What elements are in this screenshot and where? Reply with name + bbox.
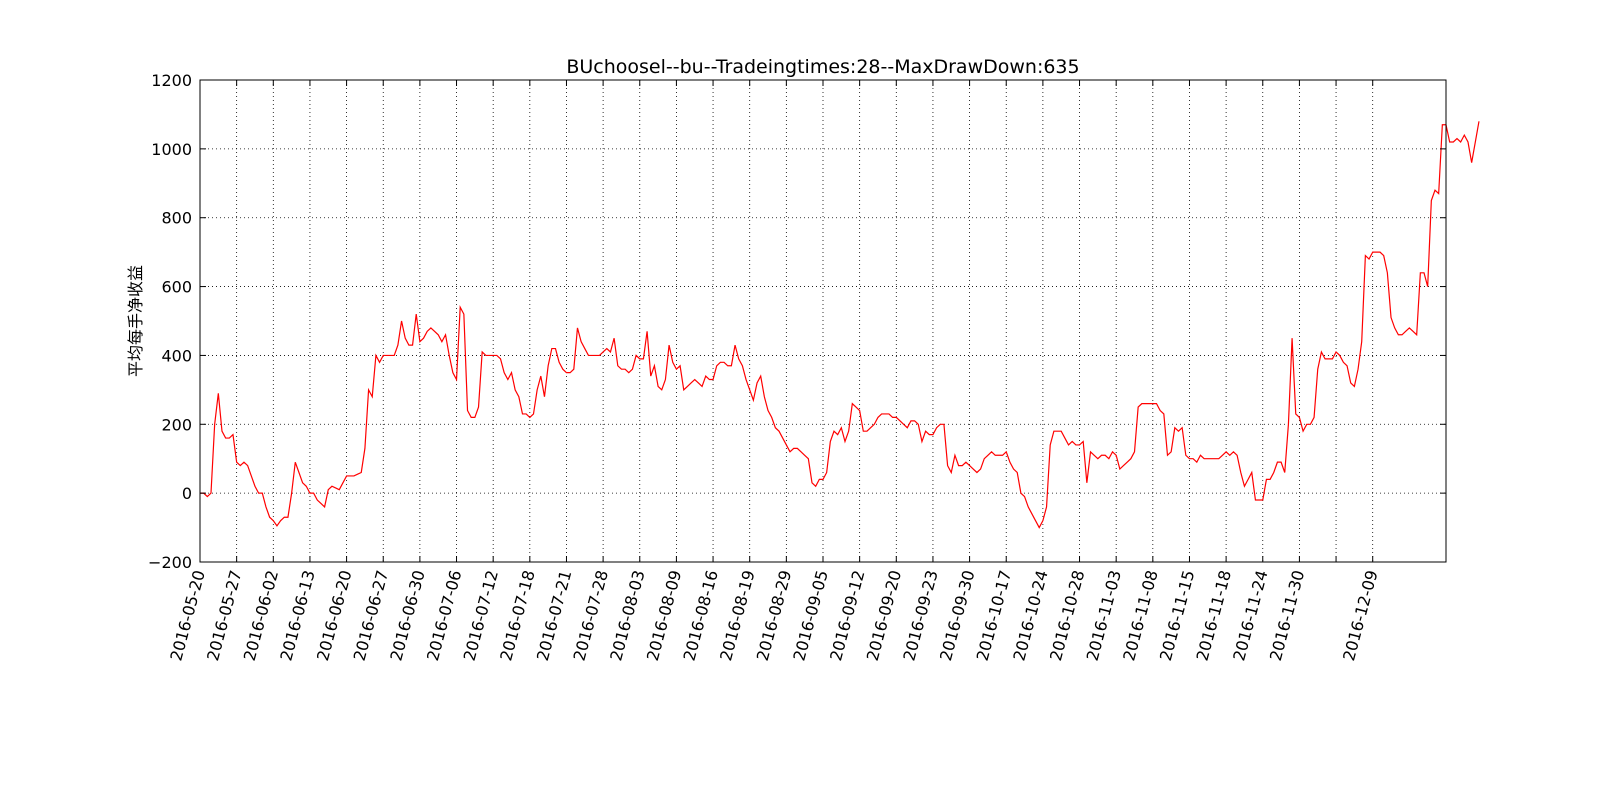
x-tick-label: 2016-06-27 <box>350 568 392 663</box>
x-tick-label: 2016-09-05 <box>789 568 831 663</box>
x-tick-label: 2016-05-20 <box>166 568 208 663</box>
chart-title: BUchoosel--bu--Tradeingtimes:28--MaxDraw… <box>566 56 1079 78</box>
x-tick-label: 2016-09-12 <box>826 568 868 663</box>
y-tick-label: 0 <box>182 484 192 503</box>
x-tick-label: 2016-06-30 <box>386 568 428 663</box>
x-tick-label: 2016-08-19 <box>716 568 758 663</box>
x-tick-label: 2016-09-23 <box>899 568 941 663</box>
y-tick-label: −200 <box>148 553 192 572</box>
x-tick-label: 2016-08-09 <box>643 568 685 663</box>
x-tick-label: 2016-10-17 <box>973 568 1015 663</box>
x-tick-label: 2016-09-20 <box>863 568 905 663</box>
axis-ticks: −2000200400600800100012002016-05-202016-… <box>148 71 1446 663</box>
x-tick-label: 2016-10-24 <box>1009 568 1051 663</box>
grid-lines <box>199 80 1446 562</box>
x-tick-label: 2016-10-28 <box>1046 568 1088 663</box>
x-tick-label: 2016-07-28 <box>570 568 612 663</box>
y-tick-label: 1000 <box>151 140 192 159</box>
x-tick-label: 2016-05-27 <box>203 568 245 663</box>
y-tick-label: 200 <box>161 415 192 434</box>
y-tick-label: 600 <box>161 278 192 297</box>
x-tick-label: 2016-11-15 <box>1156 568 1198 663</box>
x-tick-label: 2016-11-03 <box>1083 568 1125 663</box>
y-tick-label: 800 <box>161 209 192 228</box>
x-tick-label: 2016-07-18 <box>496 568 538 663</box>
y-tick-label: 400 <box>161 346 192 365</box>
y-axis-label: 平均每手净收益 <box>126 265 145 377</box>
x-tick-label: 2016-07-12 <box>460 568 502 663</box>
x-tick-label: 2016-08-03 <box>606 568 648 663</box>
x-tick-label: 2016-09-30 <box>936 568 978 663</box>
x-tick-label: 2016-12-09 <box>1339 568 1381 663</box>
x-tick-label: 2016-11-18 <box>1193 568 1235 663</box>
x-tick-label: 2016-07-06 <box>423 568 465 663</box>
x-tick-label: 2016-08-29 <box>753 568 795 663</box>
x-tick-label: 2016-07-21 <box>533 568 575 663</box>
x-tick-label: 2016-06-13 <box>276 568 318 663</box>
x-tick-label: 2016-11-08 <box>1119 568 1161 663</box>
y-tick-label: 1200 <box>151 71 192 90</box>
x-tick-label: 2016-06-02 <box>240 568 282 663</box>
x-tick-label: 2016-08-16 <box>680 568 722 663</box>
x-tick-label: 2016-06-20 <box>313 568 355 663</box>
series-line-net-profit <box>200 121 1480 529</box>
x-tick-label: 2016-11-24 <box>1229 568 1271 663</box>
x-tick-label: 2016-11-30 <box>1266 568 1308 663</box>
